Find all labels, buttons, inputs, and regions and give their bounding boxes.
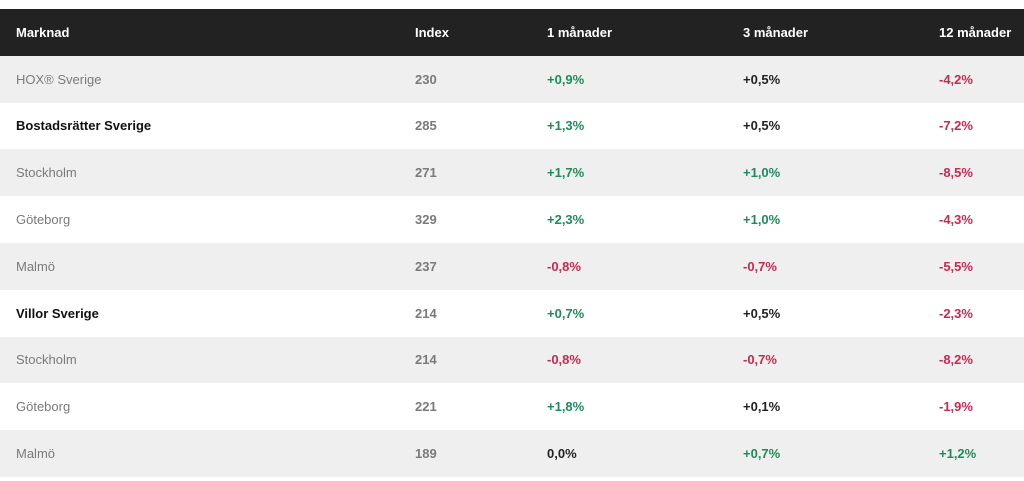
change-12-months: -4,2% (939, 71, 973, 87)
change-3-months: +1,0% (743, 165, 781, 181)
column-header-1-month: 1 månader (547, 24, 613, 40)
index-value: 214 (415, 352, 437, 368)
column-header-market: Marknad (16, 24, 70, 40)
change-12-months: -2,3% (939, 305, 973, 321)
market-name: Stockholm (16, 352, 77, 368)
index-value: 329 (415, 212, 437, 228)
table-header-row: Marknad Index 1 månader 3 månader 12 mån… (0, 9, 1024, 56)
table-row: HOX® Sverige 230 +0,9% +0,5% -4,2% (0, 55, 1024, 103)
table-row: Göteborg 221 +1,8% +0,1% -1,9% (0, 383, 1024, 431)
change-1-month: +0,9% (547, 71, 585, 87)
market-name: Göteborg (16, 212, 71, 228)
index-value: 285 (415, 118, 437, 134)
index-value: 237 (415, 258, 437, 274)
change-12-months: -5,5% (939, 258, 973, 274)
market-name: Bostadsrätter Sverige (16, 118, 152, 134)
market-name: Göteborg (16, 399, 71, 415)
change-3-months: -0,7% (743, 258, 777, 274)
change-3-months: +1,0% (743, 212, 781, 228)
market-name: HOX® Sverige (16, 71, 102, 87)
change-3-months: -0,7% (743, 352, 777, 368)
column-header-index: Index (415, 24, 449, 40)
change-1-month: 0,0% (547, 446, 577, 462)
change-1-month: +1,8% (547, 399, 585, 415)
change-12-months: -1,9% (939, 399, 973, 415)
change-3-months: +0,5% (743, 118, 781, 134)
change-12-months: -7,2% (939, 118, 973, 134)
table-row: Villor Sverige 214 +0,7% +0,5% -2,3% (0, 289, 1024, 337)
market-name: Stockholm (16, 165, 77, 181)
table-row: Malmö 189 0,0% +0,7% +1,2% (0, 430, 1024, 477)
index-value: 221 (415, 399, 437, 415)
change-12-months: -8,5% (939, 165, 973, 181)
change-12-months: -4,3% (939, 212, 973, 228)
change-1-month: +1,3% (547, 118, 585, 134)
change-1-month: +2,3% (547, 212, 585, 228)
table-row: Göteborg 329 +2,3% +1,0% -4,3% (0, 196, 1024, 243)
change-1-month: +1,7% (547, 165, 585, 181)
change-3-months: +0,7% (743, 446, 781, 462)
change-3-months: +0,5% (743, 71, 781, 87)
change-3-months: +0,1% (743, 399, 781, 415)
index-value: 214 (415, 305, 437, 321)
index-value: 189 (415, 446, 437, 462)
market-name: Malmö (16, 446, 56, 462)
market-index-table: Marknad Index 1 månader 3 månader 12 mån… (0, 9, 1024, 477)
index-value: 271 (415, 165, 437, 181)
table-row: Bostadsrätter Sverige 285 +1,3% +0,5% -7… (0, 102, 1024, 150)
market-name: Villor Sverige (16, 305, 99, 321)
index-value: 230 (415, 71, 437, 87)
change-12-months: +1,2% (939, 446, 977, 462)
change-1-month: +0,7% (547, 305, 585, 321)
market-name: Malmö (16, 258, 56, 274)
table-row: Stockholm 214 -0,8% -0,7% -8,2% (0, 336, 1024, 384)
change-3-months: +0,5% (743, 305, 781, 321)
column-header-12-months: 12 månader (939, 24, 1012, 40)
column-header-3-months: 3 månader (743, 24, 809, 40)
change-1-month: -0,8% (547, 258, 581, 274)
table-row: Stockholm 271 +1,7% +1,0% -8,5% (0, 149, 1024, 197)
table-row: Malmö 237 -0,8% -0,7% -5,5% (0, 242, 1024, 290)
change-1-month: -0,8% (547, 352, 581, 368)
change-12-months: -8,2% (939, 352, 973, 368)
